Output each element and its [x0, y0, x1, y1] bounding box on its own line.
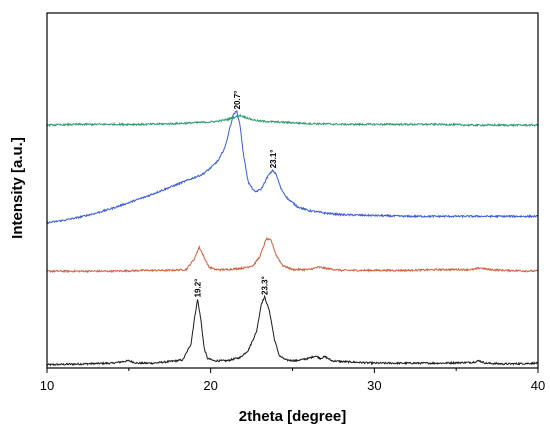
series-line-3	[46, 109, 539, 225]
peak-label-4: 23.1°	[269, 150, 278, 169]
x-axis-label: 2theta [degree]	[239, 408, 347, 425]
annotation-layer: 19.2° 23.3° 20.7° 23.1°	[194, 91, 278, 298]
peak-label-2: 23.3°	[261, 276, 270, 295]
tick-layer: 10 20 30 40	[40, 368, 545, 393]
x-tick-label-10: 10	[40, 378, 54, 393]
x-tick-label-20: 20	[203, 378, 217, 393]
series-line-2	[46, 236, 539, 274]
peak-label-3: 20.7°	[233, 91, 242, 110]
series-line-4	[46, 113, 539, 128]
y-axis-label: Intensity [a.u.]	[9, 137, 26, 239]
x-tick-label-40: 40	[531, 378, 545, 393]
series-line-1	[46, 294, 539, 367]
plot-frame	[46, 12, 539, 369]
peak-label-1: 19.2°	[194, 279, 203, 298]
series-layer	[46, 109, 539, 367]
x-tick-label-30: 30	[367, 378, 381, 393]
